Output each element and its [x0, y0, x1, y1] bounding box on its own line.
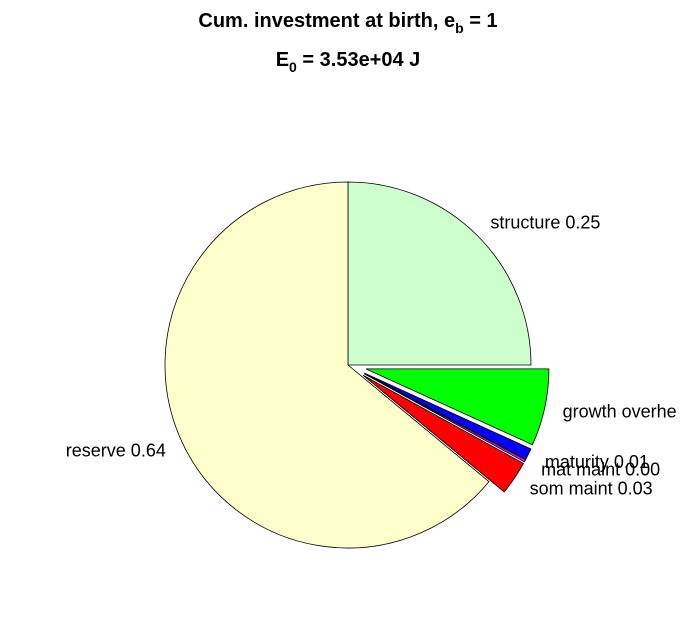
- slice-label: som maint 0.03: [530, 478, 653, 498]
- subtitle-part: E: [276, 49, 289, 71]
- title-sub: b: [455, 20, 464, 36]
- pie-slice: [364, 372, 532, 460]
- chart-subtitle: E0 = 3.53e+04 J: [276, 49, 421, 75]
- slice-label: growth overhe: [563, 402, 677, 422]
- pie-slice: [164, 181, 490, 549]
- pie-slice: [347, 181, 532, 366]
- chart-title: Cum. investment at birth, eb = 1: [198, 10, 497, 36]
- slice-label: maturity 0.01: [545, 452, 649, 472]
- pie-slice: [362, 374, 525, 493]
- slice-label: mat maint 0.00: [541, 460, 660, 480]
- title-part: Cum. investment at birth, e: [198, 10, 455, 32]
- title-part: = 1: [464, 10, 498, 32]
- slice-label: reserve 0.64: [66, 441, 166, 461]
- pie-slice: [363, 373, 527, 463]
- slice-label: structure 0.25: [490, 213, 600, 233]
- pie-slice: [365, 368, 550, 446]
- subtitle-part: = 3.53e+04 J: [297, 49, 420, 71]
- subtitle-sub: 0: [289, 59, 297, 75]
